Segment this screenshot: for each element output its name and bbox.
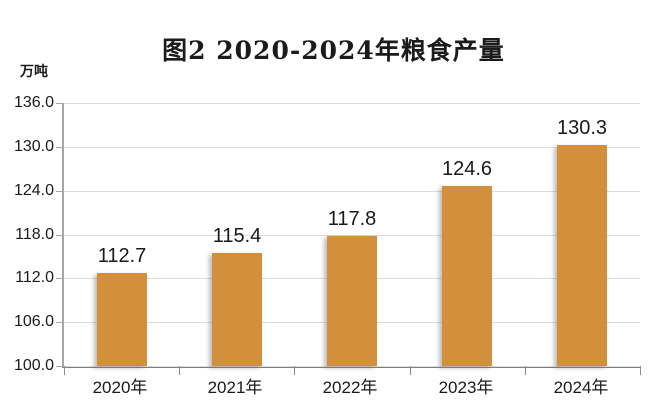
bar-2024年 — [557, 145, 607, 366]
bar-2021年 — [212, 253, 262, 366]
x-axis-tick — [410, 366, 411, 375]
x-axis-tick — [525, 366, 526, 375]
x-axis-tick — [294, 366, 295, 375]
gridline — [64, 366, 640, 367]
x-axis-tick — [179, 366, 180, 375]
gridline — [64, 235, 640, 236]
bar-2020年 — [97, 273, 147, 366]
bar-value-label: 117.8 — [327, 208, 377, 230]
x-axis-label: 2024年 — [553, 378, 609, 397]
gridline — [64, 147, 640, 148]
y-axis-tick — [56, 235, 64, 236]
y-axis-tick — [56, 322, 64, 323]
bar-value-label: 115.4 — [212, 225, 262, 247]
x-axis-tick — [640, 366, 641, 375]
y-axis-label: 124.0 — [13, 182, 54, 199]
bar-value-label: 112.7 — [97, 245, 147, 267]
bar-2022年 — [327, 236, 377, 366]
x-axis: 2020年 2021年 2022年 2023年 2024年 — [62, 373, 638, 397]
y-axis-label: 100.0 — [13, 357, 54, 374]
gridline — [64, 191, 640, 192]
bar-2023年 — [442, 186, 492, 366]
y-axis-label: 130.0 — [13, 138, 54, 155]
gridline — [64, 103, 640, 104]
y-axis-tick — [56, 191, 64, 192]
y-axis-label: 118.0 — [15, 226, 54, 243]
x-axis-label: 2022年 — [322, 378, 378, 397]
bar-value-label: 130.3 — [556, 117, 608, 139]
x-axis-label: 2020年 — [92, 378, 148, 397]
y-axis-tick — [56, 103, 64, 104]
chart-title: 图2 2020-2024年粮食产量 — [162, 36, 505, 65]
y-axis-tick — [56, 147, 64, 148]
y-axis: 136.0 130.0 124.0 118.0 112.0 106.0 100.0 — [0, 94, 54, 374]
y-axis-tick — [56, 366, 64, 367]
y-axis-tick — [56, 278, 64, 279]
x-axis-label: 2023年 — [438, 378, 494, 397]
y-axis-label: 112.0 — [15, 269, 54, 286]
x-axis-label: 2021年 — [207, 378, 263, 397]
plot-area: 112.7 115.4 117.8 124.6 130.3 — [56, 103, 641, 375]
y-axis-unit-label: 万吨 — [20, 64, 48, 80]
y-axis-label: 136.0 — [13, 94, 54, 111]
bar-value-label: 124.6 — [441, 158, 493, 180]
y-axis-label: 106.0 — [13, 313, 54, 330]
x-axis-tick — [64, 366, 65, 375]
